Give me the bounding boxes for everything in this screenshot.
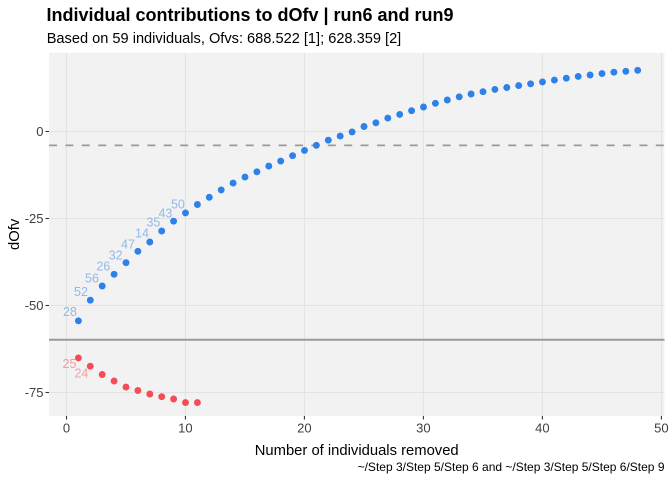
svg-text:47: 47 bbox=[121, 237, 135, 251]
svg-text:56: 56 bbox=[85, 271, 99, 285]
svg-text:0: 0 bbox=[63, 421, 70, 436]
svg-text:43: 43 bbox=[158, 207, 172, 221]
svg-text:20: 20 bbox=[297, 421, 311, 436]
svg-text:0: 0 bbox=[36, 124, 43, 139]
svg-text:25: 25 bbox=[63, 357, 77, 371]
svg-text:32: 32 bbox=[109, 248, 123, 262]
svg-text:-25: -25 bbox=[25, 211, 44, 226]
svg-text:50: 50 bbox=[171, 198, 185, 212]
svg-text:40: 40 bbox=[535, 421, 549, 436]
svg-text:Based on 59 individuals, Ofvs:: Based on 59 individuals, Ofvs: 688.522 [… bbox=[47, 31, 402, 47]
svg-text:~/Step 3/Step 5/Step 6 and ~/S: ~/Step 3/Step 5/Step 6 and ~/Step 3/Step… bbox=[358, 460, 665, 474]
svg-text:30: 30 bbox=[416, 421, 430, 436]
svg-text:-75: -75 bbox=[25, 385, 44, 400]
svg-text:10: 10 bbox=[178, 421, 192, 436]
svg-text:50: 50 bbox=[654, 421, 668, 436]
svg-text:35: 35 bbox=[146, 215, 160, 229]
svg-text:dOfv: dOfv bbox=[7, 218, 23, 250]
svg-text:-50: -50 bbox=[25, 298, 44, 313]
svg-text:Individual contributions to dO: Individual contributions to dOfv | run6 … bbox=[47, 5, 454, 25]
svg-text:52: 52 bbox=[74, 285, 88, 299]
svg-text:14: 14 bbox=[135, 227, 149, 241]
svg-text:24: 24 bbox=[74, 367, 88, 381]
svg-text:26: 26 bbox=[96, 259, 110, 273]
svg-text:Number of individuals removed: Number of individuals removed bbox=[255, 443, 459, 459]
svg-text:28: 28 bbox=[63, 305, 77, 319]
